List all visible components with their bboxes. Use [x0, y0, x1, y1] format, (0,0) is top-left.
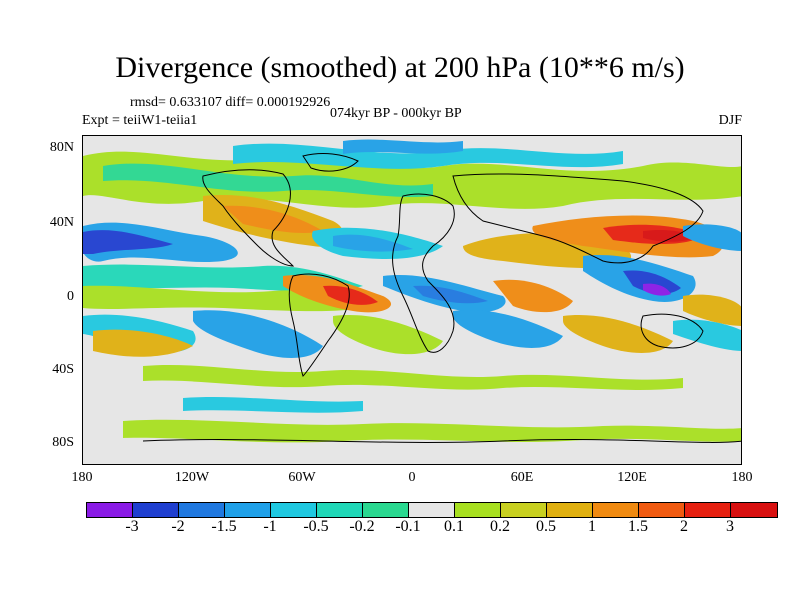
colorbar-label: 2	[680, 518, 688, 535]
colorbar-box	[593, 503, 639, 517]
y-label-0: 0	[67, 289, 74, 304]
y-label-80s: 80S	[52, 435, 74, 450]
colorbar-box	[87, 503, 133, 517]
colorbar-box	[179, 503, 225, 517]
colorbar-label: 0.5	[536, 518, 556, 535]
colorbar-box	[685, 503, 731, 517]
map-title: Divergence (smoothed) at 200 hPa (10**6 …	[115, 51, 685, 84]
period-label: 074kyr BP - 000kyr BP	[330, 106, 462, 121]
colorbar-label: 1	[588, 518, 596, 535]
map-field	[83, 139, 741, 443]
season-label: DJF	[718, 113, 742, 128]
colorbar-box	[271, 503, 317, 517]
stats-line: rmsd= 0.633107 diff= 0.000192926	[130, 95, 331, 110]
divergence-map	[82, 135, 742, 465]
y-label-40s: 40S	[52, 362, 74, 377]
colorbar-label: 3	[726, 518, 734, 535]
colorbar-label: -2	[171, 518, 185, 535]
colorbar-label: -1.5	[211, 518, 237, 535]
colorbar-label: -0.1	[395, 518, 421, 535]
colorbar-label: -0.2	[349, 518, 375, 535]
colorbar-box	[133, 503, 179, 517]
divergence-field	[83, 139, 741, 443]
x-label-60w: 60W	[288, 470, 316, 485]
colorbar-label: -3	[125, 518, 139, 535]
colorbar-box	[363, 503, 409, 517]
colorbar-box	[639, 503, 685, 517]
colorbar-label: 0.2	[490, 518, 510, 535]
coastlines	[142, 153, 741, 443]
colorbar-box	[225, 503, 271, 517]
colorbar-label: -1	[263, 518, 277, 535]
colorbar-box	[547, 503, 593, 517]
x-label-120w: 120W	[174, 470, 210, 485]
y-label-80n: 80N	[49, 140, 74, 155]
x-label-180w: 180	[71, 470, 93, 485]
experiment-label: Expt = teiiW1-teiia1	[82, 113, 198, 128]
x-label-180e: 180	[731, 470, 753, 485]
x-label-120e: 120E	[617, 470, 647, 485]
colorbar-box	[731, 503, 777, 517]
colorbar-label: -0.5	[303, 518, 329, 535]
y-label-40n: 40N	[49, 215, 74, 230]
colorbar-label: 1.5	[628, 518, 648, 535]
colorbar-box	[455, 503, 501, 517]
colorbar-box	[501, 503, 547, 517]
colorbar	[86, 502, 778, 518]
x-label-60e: 60E	[510, 470, 534, 485]
colorbar-box	[317, 503, 363, 517]
x-label-0: 0	[408, 470, 416, 485]
colorbar-box	[409, 503, 455, 517]
colorbar-label: 0.1	[444, 518, 464, 535]
